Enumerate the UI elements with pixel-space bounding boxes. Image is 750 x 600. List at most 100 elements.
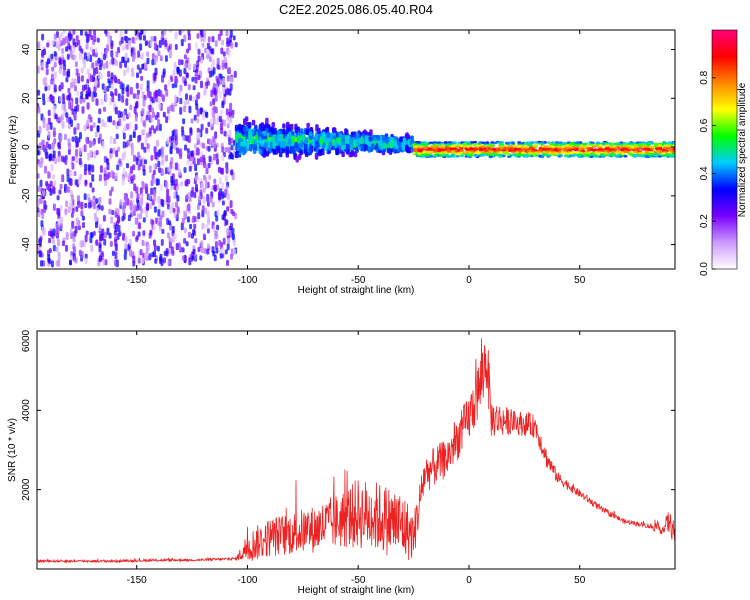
heatmap-cell: [46, 123, 50, 132]
heatmap-cell: [167, 260, 171, 267]
heatmap-cell: [85, 43, 89, 50]
heatmap-cell: [136, 193, 140, 200]
heatmap-cell: [52, 186, 56, 195]
heatmap-cell: [199, 156, 203, 163]
heatmap-cell: [87, 152, 91, 161]
heatmap-cell: [230, 144, 234, 151]
heatmap-cell: [170, 142, 174, 150]
heatmap-cell: [132, 211, 136, 217]
heatmap-cell: [131, 36, 135, 44]
heatmap-cell: [70, 212, 74, 218]
heatmap-cell: [95, 66, 99, 75]
heatmap-cell: [223, 119, 226, 127]
heatmap-cell: [538, 142, 543, 145]
x-tick-label: 0: [466, 575, 472, 586]
heatmap-cell: [103, 238, 107, 246]
heatmap-cell: [128, 238, 132, 246]
heatmap-cell: [490, 145, 495, 149]
heatmap-cell: [160, 239, 164, 246]
heatmap-cell: [107, 70, 111, 78]
heatmap-cell: [206, 243, 210, 249]
heatmap-cell: [158, 224, 162, 231]
heatmap-cell: [171, 250, 175, 256]
heatmap-cell: [304, 149, 308, 155]
heatmap-cell: [62, 70, 66, 76]
colorbar-tick-label: 0.2: [699, 214, 710, 228]
heatmap-cell: [221, 214, 225, 221]
heatmap-cell: [83, 52, 87, 60]
heatmap-cell: [481, 141, 486, 144]
heatmap-cell: [222, 237, 226, 245]
heatmap-cell: [597, 148, 602, 151]
heatmap-cell: [52, 228, 56, 237]
heatmap-cell: [143, 146, 147, 153]
heatmap-cell: [52, 203, 56, 211]
snr-y-label: SNR (10 * v/v): [7, 418, 18, 482]
heatmap-cell: [627, 146, 632, 150]
heatmap-cell: [68, 116, 72, 125]
heatmap-cell: [547, 154, 552, 157]
heatmap-cell: [463, 151, 468, 154]
heatmap-cell: [225, 30, 229, 37]
heatmap-cell: [212, 250, 216, 257]
heatmap-cell: [326, 131, 331, 139]
heatmap-cell: [229, 200, 233, 208]
heatmap-cell: [102, 258, 106, 266]
heatmap-cell: [231, 154, 235, 160]
heatmap-cell: [179, 147, 183, 155]
heatmap-cell: [141, 129, 145, 136]
heatmap-cell: [45, 141, 49, 149]
heatmap-cell: [117, 110, 121, 119]
heatmap-cell: [162, 111, 166, 118]
heatmap-cell: [672, 141, 675, 144]
heatmap-cell: [382, 142, 387, 149]
heatmap-cell: [665, 142, 670, 145]
heatmap-cell: [207, 162, 211, 169]
colorbar-frame: [711, 29, 738, 270]
heatmap-cell: [421, 153, 426, 157]
heatmap-cell: [187, 231, 191, 238]
heatmap-cell: [77, 200, 81, 208]
heatmap-cell: [150, 36, 154, 42]
heatmap-cell: [76, 104, 80, 112]
heatmap-cell: [90, 244, 94, 252]
heatmap-cell: [589, 155, 594, 158]
heatmap-cell: [98, 244, 102, 253]
heatmap-cell: [105, 94, 109, 102]
heatmap-cell: [523, 154, 528, 157]
heatmap-cell: [57, 155, 61, 163]
heatmap-cell: [178, 69, 182, 77]
heatmap-cell: [193, 63, 196, 71]
heatmap-cell: [204, 176, 208, 183]
heatmap-cell: [226, 88, 230, 96]
heatmap-cell: [87, 86, 91, 93]
heatmap-cell: [46, 183, 50, 191]
heatmap-cell: [452, 147, 457, 150]
heatmap-cell: [308, 131, 313, 137]
heatmap-cell: [75, 148, 78, 157]
heatmap-cell: [57, 259, 61, 267]
heatmap-cell: [84, 84, 88, 91]
heatmap-cell: [119, 199, 123, 206]
heatmap-cell: [89, 125, 93, 132]
heatmap-cell: [181, 126, 184, 132]
heatmap-cell: [500, 145, 505, 148]
heatmap-cell: [216, 57, 220, 65]
heatmap-cell: [489, 153, 494, 156]
spectrogram-x-ticks: -150 -100 -50 0 50: [127, 30, 586, 286]
heatmap-cell: [52, 239, 55, 245]
heatmap-cell: [528, 154, 533, 157]
heatmap-cell: [260, 124, 265, 132]
heatmap-cell: [124, 171, 128, 178]
heatmap-cell: [54, 114, 58, 120]
heatmap-cell: [75, 206, 79, 212]
heatmap-cell: [215, 214, 219, 222]
y-tick-label: 6000: [21, 329, 32, 352]
heatmap-cell: [360, 137, 364, 144]
heatmap-cell: [83, 144, 87, 153]
heatmap-cell: [332, 140, 337, 146]
heatmap-cell: [186, 153, 190, 159]
heatmap-cell: [72, 30, 76, 35]
heatmap-cell: [176, 206, 180, 214]
heatmap-cell: [187, 63, 191, 71]
